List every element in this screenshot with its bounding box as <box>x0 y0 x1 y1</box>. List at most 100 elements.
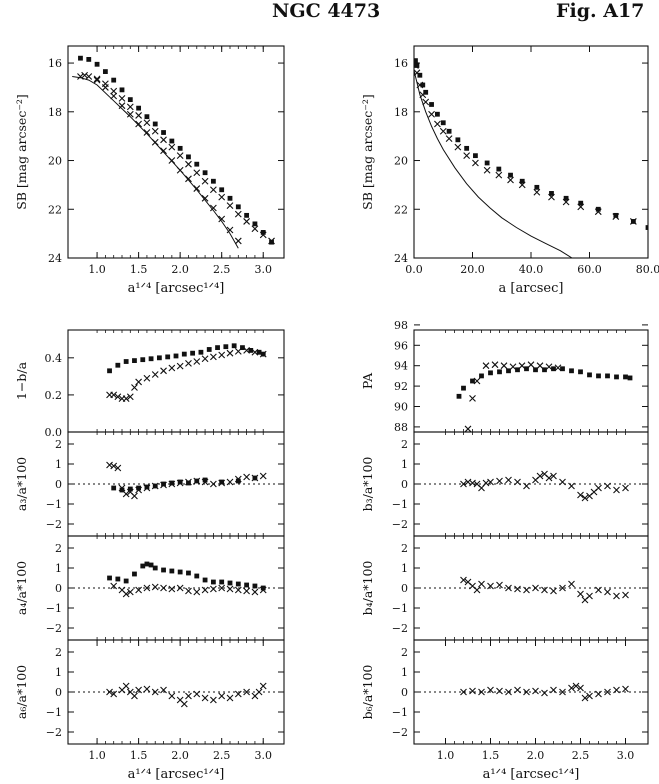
panel-b3: 2 1 0 −1 −2 b₃/a*100 <box>360 431 649 537</box>
data-point <box>523 688 530 696</box>
data-point <box>577 684 584 692</box>
data-point <box>428 110 435 118</box>
y-tick-label: 0.2 <box>45 389 63 402</box>
x-tick-label: 40.0 <box>519 263 544 276</box>
x-tick-label: 1.0 <box>88 263 106 276</box>
data-point <box>218 193 226 201</box>
y-tick-label: −2 <box>392 622 408 635</box>
y-tick-label: 0 <box>55 478 62 491</box>
data-point <box>144 561 150 567</box>
y-axis-label: a₆/a*100 <box>14 665 29 719</box>
data-point <box>505 476 512 484</box>
data-point <box>168 692 176 700</box>
data-point <box>115 362 121 368</box>
data-point <box>422 98 430 106</box>
data-point <box>473 153 478 159</box>
data-point <box>185 692 192 700</box>
data-point <box>136 105 142 111</box>
data-point <box>414 58 418 64</box>
data-point <box>460 688 467 696</box>
y-tick-label: 96 <box>394 339 408 352</box>
data-point <box>568 482 575 490</box>
data-point <box>193 358 201 365</box>
data-point <box>581 494 589 502</box>
y-tick-label: 18 <box>48 106 62 119</box>
data-point <box>595 484 602 492</box>
data-point <box>136 485 142 491</box>
data-point <box>160 147 167 155</box>
y-tick-label: 2 <box>55 646 62 659</box>
data-point <box>595 206 601 212</box>
data-point <box>185 175 192 183</box>
data-point <box>111 77 117 83</box>
data-point <box>248 348 254 353</box>
data-point <box>243 347 251 354</box>
y-tick-label: 92 <box>394 380 408 393</box>
data-point <box>111 485 117 491</box>
data-point <box>152 565 158 571</box>
y-tick-label: 1 <box>401 666 408 679</box>
data-point <box>533 188 541 196</box>
x-tick-label: 3.0 <box>254 749 272 762</box>
data-point <box>126 110 134 118</box>
y-tick-label: 1 <box>55 666 62 679</box>
data-point <box>514 585 521 593</box>
data-point <box>244 582 250 588</box>
series-line <box>72 76 239 249</box>
data-point <box>185 359 192 367</box>
data-point <box>545 363 553 371</box>
data-point <box>482 362 490 370</box>
y-tick-label: −2 <box>392 726 408 739</box>
data-point <box>586 592 593 600</box>
data-point <box>122 682 130 690</box>
data-point <box>577 590 584 598</box>
data-point <box>506 368 511 374</box>
data-point <box>219 187 225 193</box>
y-tick-label: 1 <box>55 562 62 575</box>
data-point <box>186 570 191 576</box>
data-point <box>523 586 530 594</box>
data-point <box>218 692 226 700</box>
data-point <box>118 102 126 110</box>
data-point <box>165 354 171 360</box>
data-point <box>243 473 251 481</box>
data-point <box>414 63 420 68</box>
data-point <box>180 700 188 708</box>
data-point <box>461 385 466 391</box>
panel-b4: 2 1 0 −1 −2 b₄/a*100 <box>360 535 649 641</box>
data-point <box>414 62 419 69</box>
panel-b6: 2 1 0 −1 −2 1.0 1.5 2.0 2.5 3.0 a¹ᐟ⁴ [arcsec¹ᐟ⁴] b₆… <box>360 639 649 782</box>
data-point <box>123 359 129 364</box>
data-point <box>478 688 485 696</box>
data-marks <box>460 682 629 702</box>
data-point <box>144 484 150 490</box>
data-point <box>227 195 233 201</box>
data-point <box>160 584 167 592</box>
y-tick-label: 0 <box>401 686 408 699</box>
data-point <box>107 368 112 374</box>
data-point <box>168 364 176 372</box>
panel-pa: 88 90 92 94 96 98 PA <box>360 319 649 434</box>
data-point <box>151 127 159 135</box>
data-point <box>234 210 242 218</box>
data-point <box>161 481 166 487</box>
y-tick-label: 1 <box>401 458 408 471</box>
data-point <box>119 87 125 93</box>
data-point <box>185 160 192 168</box>
data-point <box>177 145 183 151</box>
data-point <box>140 563 146 569</box>
data-point <box>193 169 201 177</box>
data-point <box>226 202 234 209</box>
data-point <box>143 119 151 127</box>
data-point <box>122 395 130 403</box>
data-point <box>505 688 512 696</box>
data-point <box>256 349 262 355</box>
y-tick-label: 20 <box>394 155 408 168</box>
data-point <box>524 366 529 372</box>
data-point <box>210 579 216 585</box>
data-point <box>534 184 540 190</box>
data-point <box>140 357 146 363</box>
data-point <box>533 367 538 373</box>
data-point <box>243 218 251 225</box>
data-point <box>227 580 233 586</box>
